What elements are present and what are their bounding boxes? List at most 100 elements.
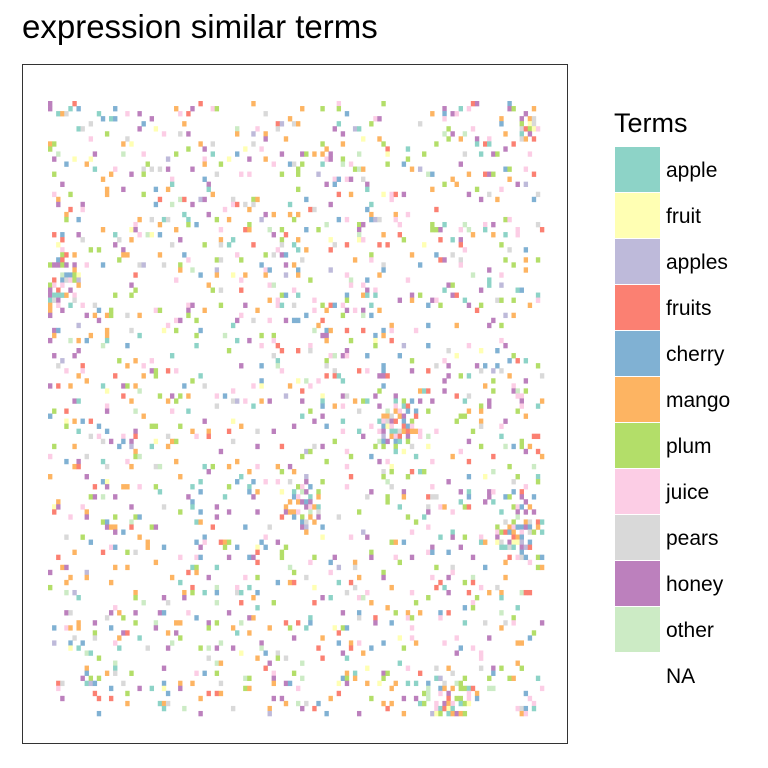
heatmap-cell bbox=[503, 559, 508, 566]
heatmap-cell bbox=[291, 494, 297, 500]
heatmap-cell bbox=[113, 494, 118, 500]
heatmap-cell bbox=[84, 474, 89, 480]
heatmap-cell bbox=[381, 368, 386, 374]
heatmap-cell bbox=[169, 408, 175, 414]
heatmap-cell bbox=[64, 262, 69, 268]
heatmap-cell bbox=[80, 504, 85, 510]
heatmap-cell bbox=[523, 690, 529, 697]
heatmap-cell bbox=[397, 221, 403, 228]
heatmap-cell bbox=[430, 494, 435, 500]
heatmap-cell bbox=[88, 332, 94, 339]
heatmap-cell bbox=[466, 171, 472, 177]
legend-swatch bbox=[615, 653, 660, 698]
heatmap-cell bbox=[251, 494, 256, 500]
heatmap-cell bbox=[450, 176, 455, 182]
heatmap-cell bbox=[495, 348, 500, 354]
heatmap-cell bbox=[515, 554, 520, 561]
heatmap-cell bbox=[320, 595, 325, 601]
heatmap-cell bbox=[255, 605, 260, 611]
heatmap-cell bbox=[446, 126, 451, 132]
heatmap-cell bbox=[462, 534, 468, 540]
heatmap-cell bbox=[271, 670, 276, 676]
heatmap-cell bbox=[413, 327, 419, 334]
heatmap-cell bbox=[340, 161, 346, 167]
heatmap-cell bbox=[527, 539, 533, 545]
heatmap-cell bbox=[104, 519, 110, 525]
heatmap-cell bbox=[300, 161, 305, 167]
heatmap-cell bbox=[348, 579, 354, 586]
heatmap-cell bbox=[259, 262, 264, 268]
heatmap-cell bbox=[320, 332, 325, 339]
heatmap-cell bbox=[523, 524, 529, 530]
heatmap-cell bbox=[214, 584, 220, 591]
heatmap-cell bbox=[239, 363, 244, 369]
heatmap-cell bbox=[300, 660, 305, 666]
heatmap-cell bbox=[405, 277, 411, 283]
heatmap-cell bbox=[186, 610, 191, 616]
heatmap-cell bbox=[438, 710, 443, 717]
heatmap-cell bbox=[129, 519, 134, 525]
heatmap-cell bbox=[401, 403, 407, 409]
heatmap-cell bbox=[157, 307, 163, 314]
heatmap-cell bbox=[377, 242, 382, 248]
heatmap-cell bbox=[174, 317, 179, 324]
heatmap-cell bbox=[381, 574, 386, 581]
heatmap-cell bbox=[365, 534, 370, 540]
heatmap-cell bbox=[442, 700, 447, 707]
heatmap-cell bbox=[385, 423, 390, 429]
heatmap-cell bbox=[446, 690, 451, 697]
heatmap-cell bbox=[539, 227, 545, 233]
heatmap-cell bbox=[198, 373, 203, 379]
heatmap-cell bbox=[259, 378, 264, 384]
heatmap-cell bbox=[308, 559, 313, 566]
heatmap-cell bbox=[84, 378, 89, 384]
heatmap-cell bbox=[344, 348, 350, 354]
heatmap-cell bbox=[226, 610, 232, 616]
heatmap-cell bbox=[113, 242, 118, 248]
heatmap-cell bbox=[296, 620, 301, 626]
heatmap-cell bbox=[275, 358, 281, 364]
heatmap-cell bbox=[300, 519, 305, 525]
heatmap-cell bbox=[222, 494, 228, 500]
heatmap-cell bbox=[247, 630, 252, 636]
heatmap-cell bbox=[539, 373, 545, 379]
heatmap-cell bbox=[365, 292, 370, 298]
heatmap-cell bbox=[48, 287, 53, 293]
heatmap-cell bbox=[287, 211, 293, 218]
heatmap-cell bbox=[72, 272, 77, 278]
heatmap-cell bbox=[108, 625, 114, 631]
heatmap-cell bbox=[206, 468, 211, 475]
heatmap-cell bbox=[519, 438, 524, 445]
heatmap-cell bbox=[316, 509, 321, 515]
heatmap-cell bbox=[523, 499, 529, 505]
heatmap-cell bbox=[218, 161, 224, 167]
heatmap-cell bbox=[56, 680, 61, 687]
heatmap-cell bbox=[304, 499, 309, 505]
heatmap-cell bbox=[499, 509, 504, 515]
heatmap-cell bbox=[52, 191, 57, 198]
heatmap-cell bbox=[312, 151, 317, 157]
heatmap-cell bbox=[356, 710, 362, 717]
heatmap-cell bbox=[450, 569, 455, 576]
heatmap-cell bbox=[194, 569, 199, 576]
heatmap-cell bbox=[104, 463, 110, 470]
heatmap-cell bbox=[243, 227, 248, 233]
heatmap-cell bbox=[239, 312, 244, 319]
heatmap-cell bbox=[356, 428, 362, 434]
heatmap-cell bbox=[430, 544, 435, 550]
heatmap-cell bbox=[304, 479, 309, 485]
heatmap-cell bbox=[470, 605, 476, 611]
heatmap-cell bbox=[296, 317, 301, 324]
heatmap-cell bbox=[165, 166, 171, 172]
heatmap-cell bbox=[470, 554, 476, 561]
heatmap-cell bbox=[104, 670, 110, 676]
heatmap-cell bbox=[348, 176, 354, 182]
heatmap-cell bbox=[68, 302, 73, 308]
heatmap-cell bbox=[214, 267, 220, 273]
heatmap-cell bbox=[515, 358, 520, 364]
heatmap-cell bbox=[247, 675, 252, 682]
heatmap-cell bbox=[466, 489, 472, 495]
heatmap-cell bbox=[68, 106, 73, 112]
heatmap-cell bbox=[499, 665, 504, 671]
heatmap-cell bbox=[117, 257, 122, 263]
